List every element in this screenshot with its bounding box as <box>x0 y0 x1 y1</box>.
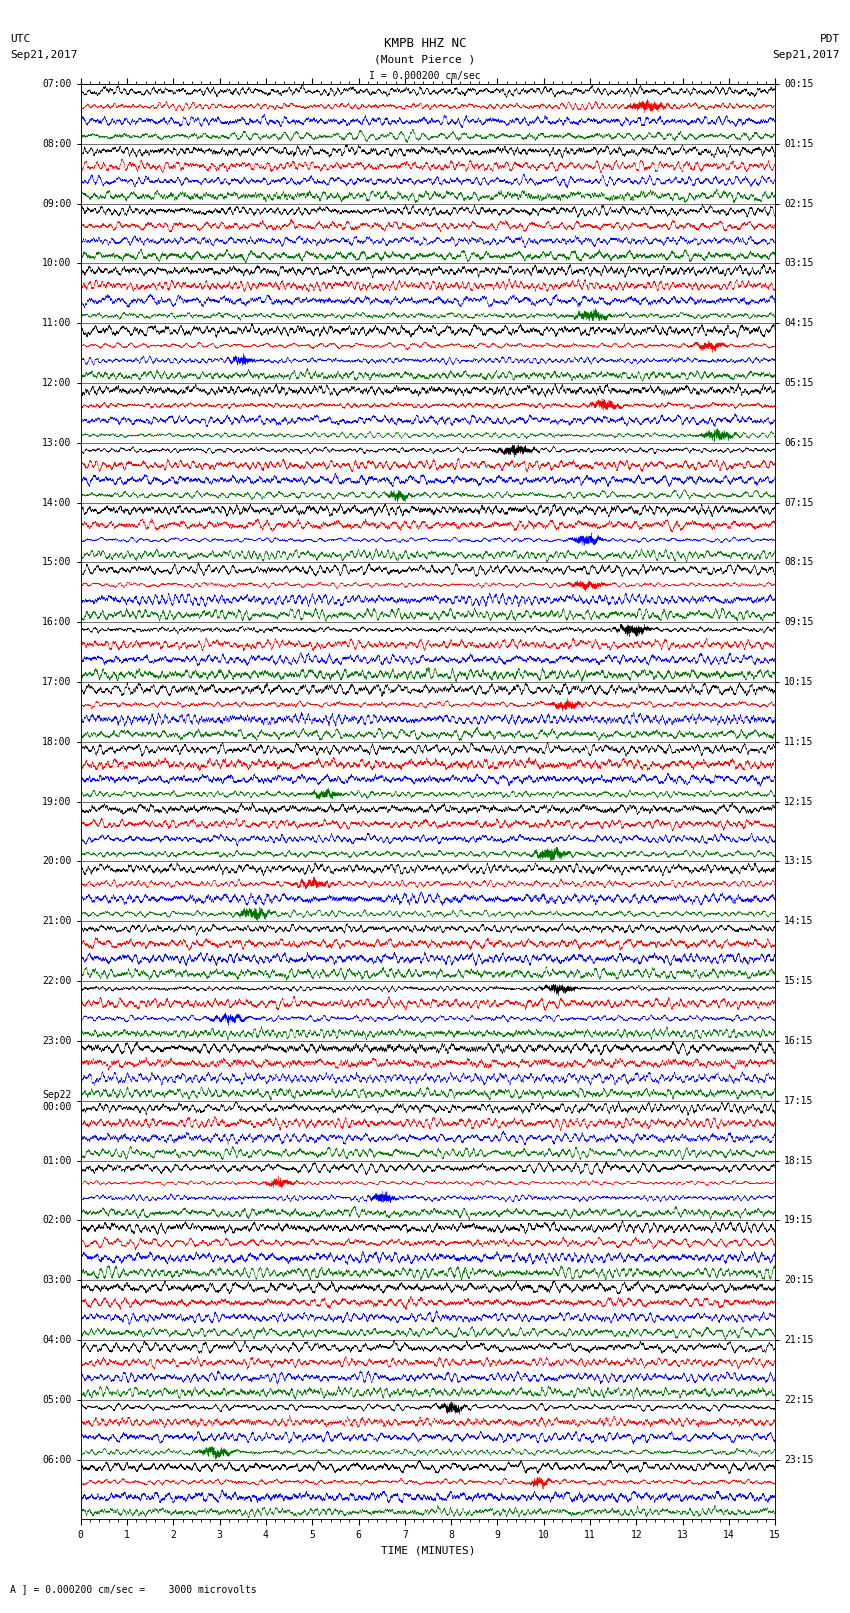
X-axis label: TIME (MINUTES): TIME (MINUTES) <box>381 1545 475 1555</box>
Text: UTC: UTC <box>10 34 31 44</box>
Text: KMPB HHZ NC: KMPB HHZ NC <box>383 37 467 50</box>
Text: (Mount Pierce ): (Mount Pierce ) <box>374 55 476 65</box>
Text: I = 0.000200 cm/sec: I = 0.000200 cm/sec <box>369 71 481 81</box>
Text: PDT: PDT <box>819 34 840 44</box>
Text: A ] = 0.000200 cm/sec =    3000 microvolts: A ] = 0.000200 cm/sec = 3000 microvolts <box>10 1584 257 1594</box>
Text: Sep21,2017: Sep21,2017 <box>773 50 840 60</box>
Text: Sep21,2017: Sep21,2017 <box>10 50 77 60</box>
